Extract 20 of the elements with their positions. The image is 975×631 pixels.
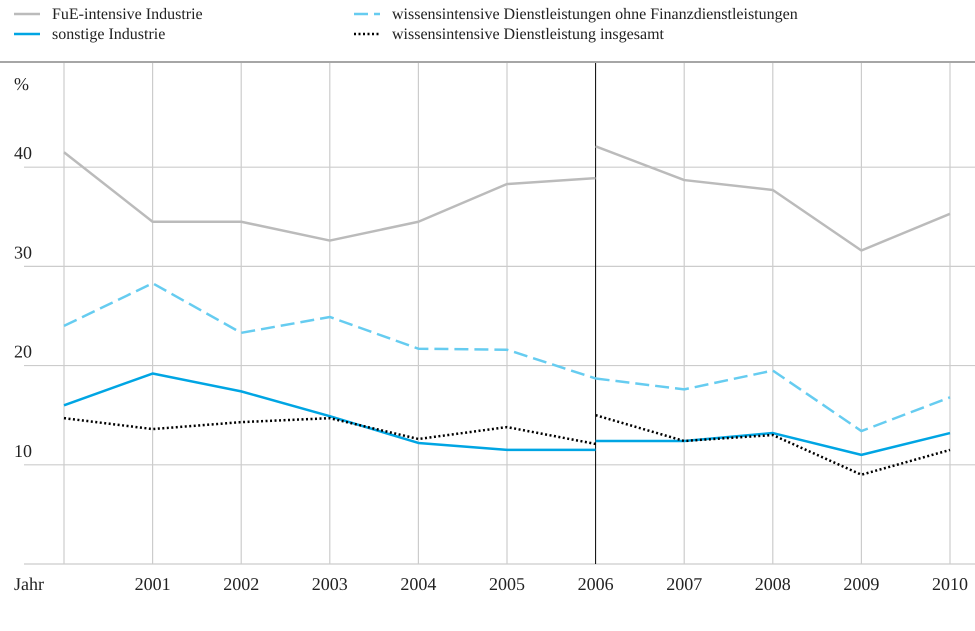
legend-label: wissensintensive Dienstleistung insgesamt	[392, 26, 665, 43]
y-tick-label: 40	[14, 143, 32, 164]
x-tick-label: 2009	[843, 574, 880, 594]
y-tick-label: 20	[14, 342, 32, 362]
x-tick-label: 2002	[223, 574, 260, 594]
x-axis-title: Jahr	[14, 574, 44, 594]
x-tick-label: 2003	[312, 574, 348, 594]
x-tick-label: 2001	[134, 574, 171, 594]
legend-label: FuE-intensive Industrie	[52, 6, 203, 23]
y-axis-title: %	[14, 74, 29, 94]
x-tick-label: 2007	[666, 574, 702, 594]
x-tick-label: 2006	[578, 574, 614, 594]
legend-label: sonstige Industrie	[52, 26, 166, 43]
x-tick-label: 2005	[489, 574, 525, 594]
y-tick-label: 30	[14, 242, 32, 262]
x-tick-label: 2010	[932, 574, 968, 594]
x-tick-label: 2004	[400, 574, 436, 594]
legend-label: wissensintensive Dienstleistungen ohne Finanzdienstleistungen	[392, 6, 798, 23]
x-tick-label: 2008	[754, 574, 791, 594]
y-tick-label: 10	[14, 440, 32, 461]
